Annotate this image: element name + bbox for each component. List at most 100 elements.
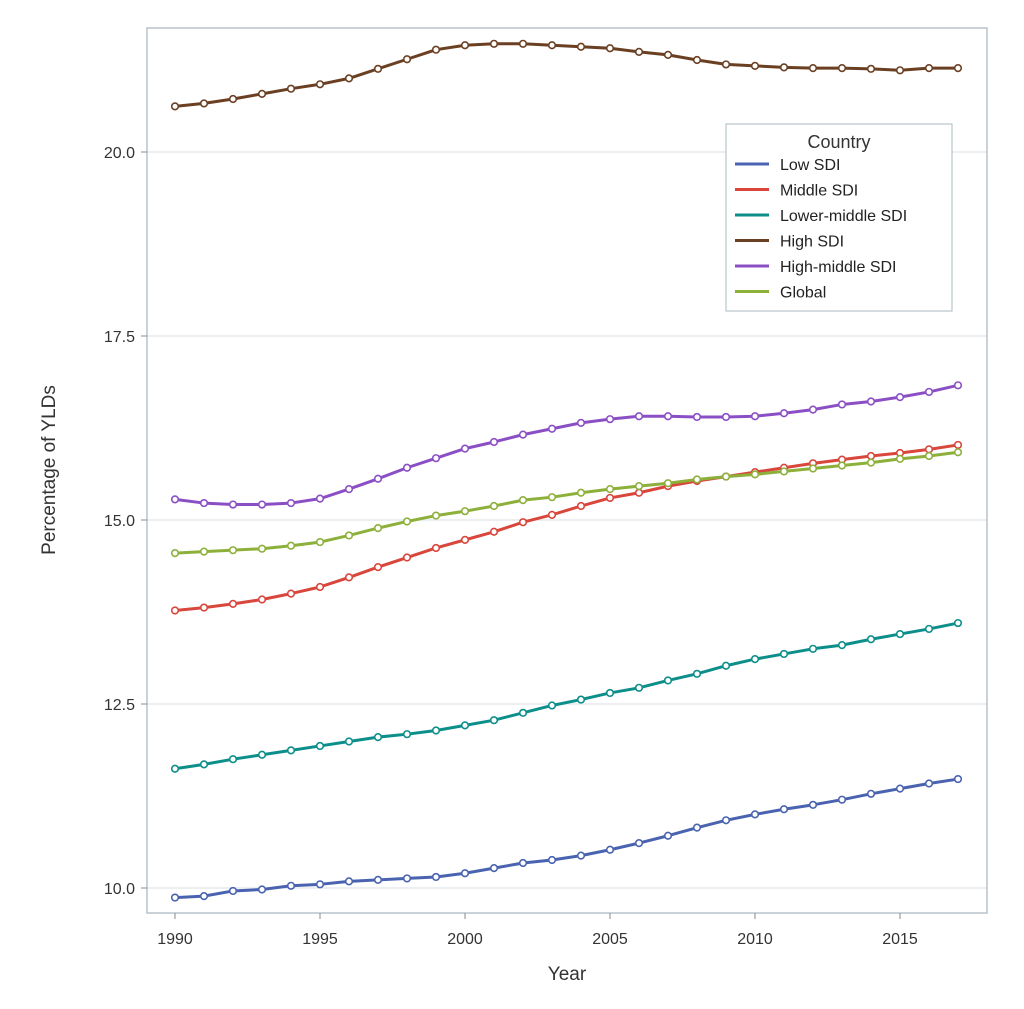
data-point xyxy=(663,831,673,840)
y-axis: 10.0 12.5 15.0 17.5 20.0 xyxy=(104,145,147,898)
data-point xyxy=(460,535,470,544)
data-point xyxy=(460,41,470,50)
data-point xyxy=(837,63,847,73)
x-tick-label: 1990 xyxy=(157,931,193,948)
data-point xyxy=(547,41,557,50)
series-line-low-sdi xyxy=(173,777,960,900)
data-point xyxy=(547,701,557,710)
y-tick-label: 12.5 xyxy=(104,697,135,714)
data-point xyxy=(808,63,818,73)
data-point xyxy=(750,61,760,70)
x-tick-label: 2000 xyxy=(447,931,483,948)
data-point xyxy=(431,511,441,520)
data-point xyxy=(663,412,673,421)
data-point xyxy=(344,877,354,886)
data-point xyxy=(634,683,644,692)
legend-label: Global xyxy=(780,285,826,302)
data-point xyxy=(315,880,325,889)
data-point xyxy=(779,63,789,72)
x-axis: 1990 1995 2000 2005 2010 2015 xyxy=(157,913,918,948)
data-point xyxy=(605,484,615,494)
data-point xyxy=(286,881,296,890)
y-tick-label: 17.5 xyxy=(104,329,135,346)
data-point xyxy=(866,451,876,461)
data-point xyxy=(373,523,383,533)
data-point xyxy=(402,874,412,883)
data-point xyxy=(953,440,963,450)
legend-label: High-middle SDI xyxy=(780,259,896,276)
data-point xyxy=(837,641,847,650)
data-point xyxy=(315,741,325,751)
data-point xyxy=(953,448,963,457)
data-point xyxy=(344,573,354,582)
data-point xyxy=(489,716,499,725)
data-point xyxy=(605,415,615,424)
y-tick-label: 10.0 xyxy=(104,881,135,898)
data-point xyxy=(315,494,325,503)
data-point xyxy=(953,618,963,628)
data-point xyxy=(692,475,702,484)
legend-label: High SDI xyxy=(780,234,844,251)
series-line-global xyxy=(173,450,960,555)
legend-title: Country xyxy=(807,132,870,152)
data-point xyxy=(518,39,528,48)
data-point xyxy=(750,412,760,421)
data-point xyxy=(924,624,934,634)
data-point xyxy=(373,733,383,742)
y-tick-label: 15.0 xyxy=(104,513,135,530)
data-point xyxy=(431,726,441,735)
data-point xyxy=(228,599,238,609)
data-point xyxy=(808,800,818,809)
data-point xyxy=(605,688,615,698)
data-point xyxy=(460,869,470,878)
data-point xyxy=(605,845,615,854)
data-point xyxy=(634,47,644,57)
data-point xyxy=(373,563,383,572)
data-point xyxy=(228,546,238,555)
data-point xyxy=(460,507,470,516)
data-point xyxy=(576,501,586,511)
x-tick-label: 1995 xyxy=(302,931,338,948)
data-point xyxy=(431,543,441,553)
data-point xyxy=(431,872,441,882)
data-point xyxy=(895,66,905,75)
data-point xyxy=(170,549,180,558)
data-point xyxy=(170,495,180,504)
data-point xyxy=(373,474,383,483)
data-point xyxy=(866,64,876,73)
data-point xyxy=(924,445,934,454)
data-point xyxy=(315,582,325,592)
data-point xyxy=(634,488,644,497)
data-point xyxy=(373,875,383,885)
data-point xyxy=(257,595,267,604)
legend-items: Low SDI Middle SDI Lower-middle SDI High SD… xyxy=(735,157,907,302)
data-point xyxy=(460,721,470,730)
data-point xyxy=(431,45,441,54)
data-point xyxy=(866,397,876,406)
legend-label: Middle SDI xyxy=(780,183,858,200)
data-point xyxy=(170,102,180,111)
data-point xyxy=(953,63,963,73)
data-point xyxy=(895,784,905,793)
y-axis-title: Percentage of YLDs xyxy=(39,385,60,555)
data-point xyxy=(692,412,702,422)
data-point xyxy=(547,424,557,433)
data-point xyxy=(170,606,180,615)
series-layer xyxy=(170,39,963,902)
x-axis-title: Year xyxy=(548,964,587,985)
data-point xyxy=(895,629,905,639)
data-point xyxy=(866,635,876,644)
data-point xyxy=(837,400,847,409)
data-point xyxy=(402,55,412,64)
data-point xyxy=(257,89,267,98)
data-point xyxy=(721,816,731,825)
data-point xyxy=(605,493,615,503)
data-point xyxy=(808,644,818,653)
data-point xyxy=(663,479,673,488)
series-middle-sdi xyxy=(170,440,963,615)
data-point xyxy=(663,676,673,685)
series-high-middle-sdi xyxy=(170,381,963,509)
legend-label: Low SDI xyxy=(780,157,840,174)
data-point xyxy=(721,412,731,422)
data-point xyxy=(895,392,905,402)
